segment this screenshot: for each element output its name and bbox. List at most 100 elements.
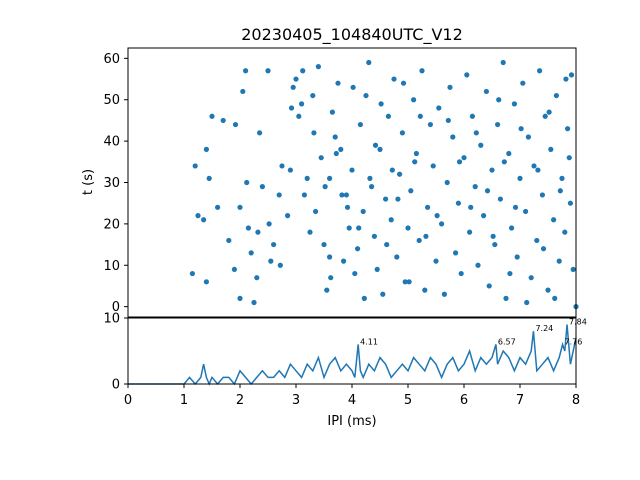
raster-y-tick-label-4: 40 [103, 135, 120, 150]
raster-point-19 [254, 275, 260, 281]
raster-point-123 [551, 217, 557, 223]
raster-point-156 [389, 167, 395, 173]
raster-point-120 [542, 113, 548, 119]
raster-point-160 [344, 204, 351, 210]
raster-y-tick-label-0: 0 [112, 300, 120, 315]
raster-point-108 [509, 225, 515, 231]
raster-point-0 [189, 270, 195, 277]
raster-point-115 [528, 275, 534, 281]
histogram-series-line [128, 324, 577, 386]
raster-y-tick-label-1: 10 [103, 259, 120, 274]
raster-point-142 [512, 204, 519, 210]
raster-point-174 [361, 295, 367, 301]
raster-point-63 [383, 196, 389, 202]
raster-point-52 [352, 270, 358, 277]
raster-point-133 [566, 155, 572, 161]
x-tick-label-7: 7 [516, 393, 524, 408]
raster-point-162 [322, 184, 328, 190]
raster-point-92 [464, 72, 470, 78]
raster-point-143 [507, 270, 513, 277]
raster-point-35 [307, 229, 313, 235]
raster-y-tick-label-6: 60 [103, 52, 120, 67]
peak-label-3: 7.76 [565, 337, 583, 346]
raster-point-3 [203, 279, 209, 285]
histogram-y-tick-label-0: 0 [112, 378, 120, 393]
raster-point-17 [248, 250, 254, 256]
raster-point-51 [349, 167, 355, 173]
raster-point-45 [332, 134, 338, 140]
raster-point-144 [501, 159, 507, 165]
raster-point-71 [405, 225, 411, 231]
raster-point-87 [450, 134, 456, 140]
raster-point-154 [412, 159, 418, 165]
raster-point-55 [360, 208, 366, 215]
raster-point-9 [220, 117, 226, 124]
raster-point-69 [399, 130, 405, 136]
raster-point-150 [456, 159, 463, 165]
raster-point-2 [201, 217, 207, 223]
raster-point-158 [367, 175, 373, 181]
raster-point-49 [343, 192, 349, 198]
raster-point-36 [310, 92, 316, 99]
raster-point-107 [506, 150, 512, 157]
raster-point-111 [517, 175, 523, 181]
x-tick-label-1: 1 [180, 393, 188, 408]
raster-point-57 [366, 59, 372, 66]
raster-y-ticks: 0 10 20 30 40 50 60 [103, 52, 128, 315]
raster-point-8 [203, 146, 209, 152]
raster-point-67 [394, 254, 400, 260]
raster-point-171 [328, 275, 334, 281]
raster-point-103 [495, 121, 501, 128]
raster-point-41 [324, 287, 330, 293]
raster-point-7 [192, 163, 198, 169]
raster-point-59 [371, 233, 377, 239]
raster-point-23 [268, 258, 274, 264]
raster-point-101 [489, 167, 495, 173]
raster-point-172 [339, 192, 345, 198]
raster-point-22 [265, 68, 271, 74]
raster-point-116 [531, 163, 537, 169]
raster-point-18 [251, 299, 257, 306]
raster-point-134 [563, 76, 569, 82]
raster-point-97 [478, 142, 484, 148]
raster-point-77 [422, 287, 428, 293]
raster-point-64 [385, 113, 391, 119]
raster-point-81 [433, 258, 439, 264]
raster-point-93 [467, 229, 473, 235]
raster-point-46 [335, 80, 341, 86]
raster-point-12 [237, 295, 243, 301]
raster-point-60 [374, 266, 380, 273]
raster-point-86 [447, 84, 453, 90]
raster-point-28 [287, 167, 293, 173]
raster-point-5 [209, 113, 215, 119]
raster-point-98 [481, 213, 487, 219]
histogram-peak-labels: 4.11 6.57 7.24 7.76 7.84 [360, 318, 587, 347]
raster-point-95 [472, 184, 478, 190]
raster-panel: 0 10 20 30 40 50 60 t (s) [81, 47, 579, 318]
raster-point-179 [417, 113, 423, 119]
raster-point-138 [540, 246, 547, 252]
raster-point-29 [290, 84, 296, 90]
raster-point-117 [534, 237, 540, 244]
raster-point-137 [546, 109, 552, 115]
peak-label-0: 4.11 [360, 337, 378, 346]
raster-point-105 [500, 59, 506, 66]
raster-point-27 [285, 213, 291, 219]
raster-point-33 [301, 192, 307, 198]
raster-point-82 [436, 105, 442, 111]
histogram-x-ticks: 0 1 2 3 4 5 6 7 8 [124, 384, 580, 408]
raster-point-118 [537, 68, 543, 74]
raster-point-76 [419, 68, 425, 74]
raster-point-130 [570, 266, 576, 273]
raster-point-48 [341, 258, 347, 264]
raster-point-145 [496, 97, 502, 103]
x-tick-label-2: 2 [236, 393, 244, 408]
raster-point-90 [458, 270, 464, 277]
raster-point-168 [255, 229, 261, 235]
raster-point-126 [559, 175, 565, 181]
raster-point-169 [244, 179, 250, 186]
raster-point-34 [304, 175, 310, 181]
raster-point-47 [338, 146, 344, 152]
raster-point-54 [357, 121, 363, 128]
raster-point-72 [408, 188, 414, 194]
